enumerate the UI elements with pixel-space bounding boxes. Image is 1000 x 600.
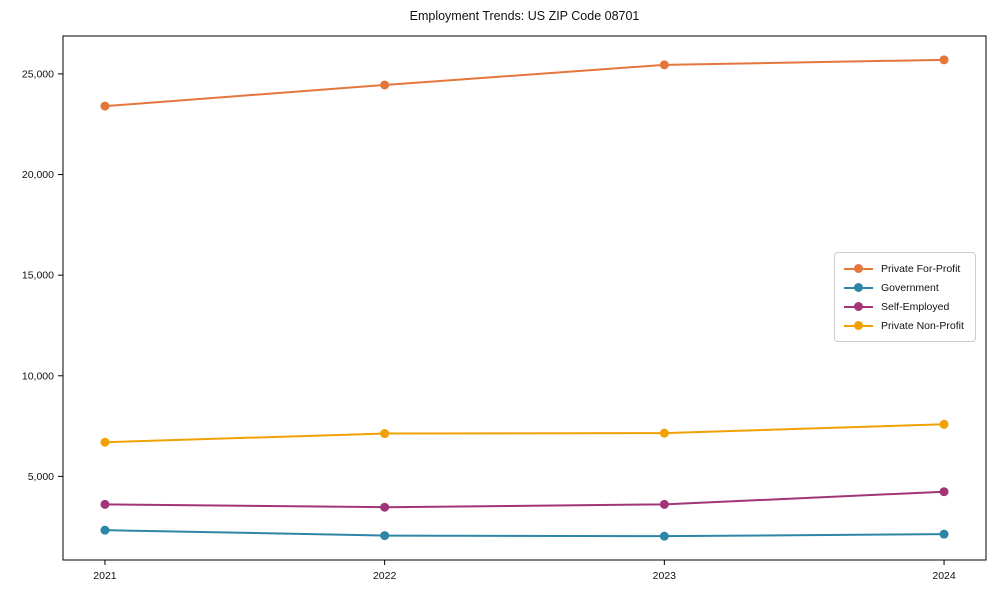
series-marker [380, 531, 390, 541]
y-tick-label: 20,000 [22, 169, 54, 181]
legend-item: Self-Employed [844, 297, 966, 316]
y-tick-label: 15,000 [22, 270, 54, 282]
series-marker [100, 525, 110, 535]
x-tick-label: 2021 [93, 570, 117, 582]
series-marker [100, 437, 110, 447]
x-tick-label: 2024 [932, 570, 956, 582]
series-marker [100, 101, 110, 111]
series-marker [939, 419, 949, 429]
series-marker [380, 502, 390, 512]
y-tick-label: 25,000 [22, 68, 54, 80]
series-marker [659, 428, 669, 438]
series-marker [659, 60, 669, 70]
legend-line-marker-icon [844, 283, 873, 292]
chart-title: Employment Trends: US ZIP Code 08701 [409, 9, 640, 23]
legend-line-marker-icon [844, 264, 873, 273]
legend-label: Self-Employed [881, 300, 950, 313]
series-line [103, 58, 946, 108]
series-marker [659, 499, 669, 509]
x-tick-label: 2023 [653, 570, 677, 582]
y-tick-label: 10,000 [22, 370, 54, 382]
legend-label: Government [881, 281, 939, 294]
series-line [103, 529, 946, 538]
y-tick-label: 5,000 [28, 471, 54, 483]
series-line [103, 490, 946, 509]
legend-label: Private For-Profit [881, 262, 961, 275]
series-marker [100, 499, 110, 509]
series-marker [939, 55, 949, 65]
series-marker [380, 80, 390, 90]
x-tick-label: 2022 [373, 570, 397, 582]
series-marker [659, 531, 669, 541]
series-marker [939, 487, 949, 497]
axes-frame [62, 35, 987, 561]
series-marker [380, 429, 390, 439]
legend: Private For-Profit Government Self-Employe… [834, 252, 976, 342]
series-marker [939, 529, 949, 539]
legend-item: Private Non-Profit [844, 316, 966, 335]
legend-label: Private Non-Profit [881, 319, 964, 332]
legend-item: Government [844, 278, 966, 297]
legend-item: Private For-Profit [844, 259, 966, 278]
series-line [103, 423, 946, 444]
legend-line-marker-icon [844, 321, 873, 330]
legend-line-marker-icon [844, 302, 873, 311]
